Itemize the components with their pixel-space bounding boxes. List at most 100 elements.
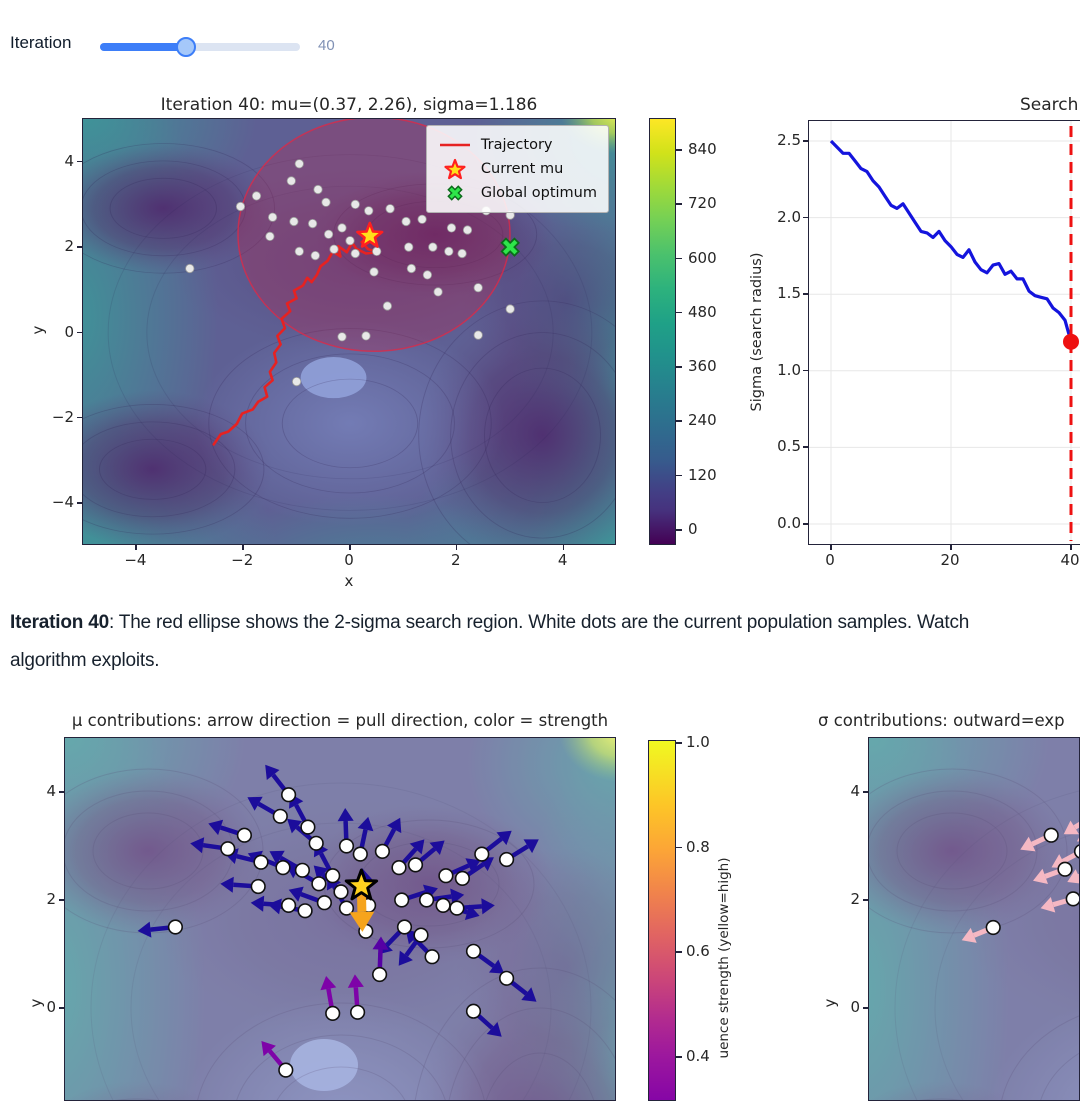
- trajectory-line-icon: [439, 143, 470, 147]
- tick-mark: [676, 529, 682, 531]
- slider-handle[interactable]: [176, 37, 196, 57]
- sigma-line-plot: [808, 120, 1080, 545]
- mu-contrib-title: μ contributions: arrow direction = pull …: [71, 711, 609, 730]
- legend-item-trajectory: Trajectory: [438, 133, 597, 157]
- star-icon: [444, 158, 466, 180]
- tick-mark: [676, 474, 682, 477]
- mu-y-tick-label: 2: [46, 890, 56, 908]
- legend: Trajectory Current mu Global optimum: [425, 125, 609, 213]
- plasma-colorbar: [648, 740, 676, 1101]
- iteration-slider[interactable]: [100, 43, 300, 51]
- y-tick-label: −4: [51, 493, 74, 512]
- tick-mark: [676, 420, 682, 422]
- x-tick-label: 2: [451, 551, 461, 569]
- colorbar-tick-label: 840: [688, 140, 717, 159]
- tick-mark: [803, 216, 808, 219]
- sigma-x-tick-label: 0: [825, 551, 835, 569]
- sigma-y-axis-label: Sigma (search radius): [749, 252, 765, 412]
- tick-mark: [676, 366, 682, 368]
- tick-mark: [863, 899, 868, 901]
- tick-mark: [676, 742, 682, 744]
- sigma-y-tick-label: 0.0: [777, 514, 801, 532]
- tick-mark: [59, 899, 64, 901]
- tick-mark: [676, 846, 682, 849]
- x-tick-label: 4: [557, 551, 568, 569]
- colorbar-tick-label: 480: [688, 302, 717, 321]
- mu-quiver-overlay: [137, 764, 539, 1078]
- sigma-y-tick-label: 2.0: [777, 207, 801, 226]
- caption-line-2: algorithm exploits.: [10, 650, 160, 671]
- sigma-y-tick-label: 1.0: [777, 360, 801, 379]
- sigma-x-tick-label: 20: [940, 551, 960, 569]
- sigma-contrib-y-tick-label: 2: [850, 890, 860, 908]
- y-tick-label: −2: [51, 407, 74, 426]
- tick-mark: [803, 446, 808, 448]
- sigma-contrib-y-tick-label: 4: [850, 782, 860, 800]
- tick-mark: [863, 791, 868, 793]
- colorbar-tick-label: 360: [688, 357, 717, 376]
- mu-y-tick-label: 0: [46, 998, 56, 1016]
- tick-mark: [803, 369, 808, 372]
- tick-mark: [242, 545, 244, 550]
- x-tick-label: −2: [231, 551, 254, 569]
- sigma-y-tick-label: 1.5: [777, 284, 801, 303]
- sigma-quiver-overlay: [961, 820, 1079, 943]
- tick-mark: [676, 149, 682, 151]
- caption-text: : The red ellipse shows the 2-sigma sear…: [108, 612, 970, 633]
- x-tick-label: 0: [344, 551, 354, 569]
- tick-mark: [77, 246, 82, 248]
- sigma-contrib-title: σ contributions: outward=exp: [818, 711, 1065, 730]
- tick-mark: [676, 311, 682, 314]
- y-tick-label: 2: [64, 237, 74, 256]
- legend-item-global-optimum: Global optimum: [438, 181, 597, 205]
- sigma-y-tick-label: 0.5: [777, 437, 801, 456]
- slider-fill: [100, 43, 186, 51]
- sigma-plot-title: Search: [1020, 95, 1079, 115]
- colorbar-tick-label: 600: [688, 248, 717, 267]
- tick-mark: [455, 545, 458, 550]
- colorbar-tick-label: 0: [688, 520, 698, 538]
- sigma-contrib-y-tick-label: 0: [850, 998, 860, 1016]
- caption-bold: Iteration 40: [10, 612, 109, 633]
- mu-y-tick-label: 4: [46, 782, 56, 800]
- y-tick-label: 4: [64, 151, 74, 170]
- tick-mark: [59, 1007, 64, 1009]
- x-axis-label: x: [344, 572, 354, 590]
- influence-tick-label: 1.0: [686, 733, 710, 751]
- caption-line-1: Iteration 40: The red ellipse shows the …: [10, 612, 1080, 650]
- sigma-x-tick-label: 40: [1060, 551, 1080, 569]
- sigma-line-canvas: [809, 121, 1080, 544]
- legend-item-current-mu: Current mu: [438, 157, 597, 181]
- tick-mark: [77, 160, 82, 163]
- influence-tick-label: 0.4: [686, 1047, 710, 1066]
- tick-mark: [59, 791, 64, 793]
- x-tick-label: −4: [124, 551, 147, 569]
- tick-mark: [830, 545, 832, 550]
- tick-mark: [803, 293, 808, 295]
- mu-contrib-plot: [64, 737, 616, 1101]
- x-marker-icon: [447, 185, 463, 201]
- tick-mark: [77, 416, 82, 419]
- influence-colorbar-label: uence strength (yellow=high): [716, 857, 732, 1059]
- tick-mark: [676, 203, 682, 205]
- colorbar-tick-label: 120: [688, 465, 717, 484]
- colorbar-tick-label: 720: [688, 194, 717, 213]
- tick-mark: [562, 545, 565, 550]
- iteration-slider-label: Iteration: [10, 33, 72, 52]
- contour-plot: Trajectory Current mu Global optimum: [82, 118, 616, 545]
- tick-mark: [135, 545, 137, 550]
- viridis-colorbar: [649, 118, 676, 545]
- tick-mark: [950, 545, 952, 550]
- caption: Iteration 40: The red ellipse shows the …: [10, 612, 1080, 672]
- slider-value: 40: [318, 37, 335, 54]
- tick-mark: [77, 331, 82, 333]
- tick-mark: [676, 951, 682, 953]
- tick-mark: [803, 523, 808, 525]
- tick-mark: [803, 140, 808, 142]
- tick-mark: [676, 1056, 682, 1058]
- tick-mark: [863, 1007, 868, 1009]
- contour-plot-title: Iteration 40: mu=(0.37, 2.26), sigma=1.1…: [160, 95, 538, 115]
- influence-tick-label: 0.8: [686, 837, 710, 856]
- tick-mark: [1070, 545, 1072, 550]
